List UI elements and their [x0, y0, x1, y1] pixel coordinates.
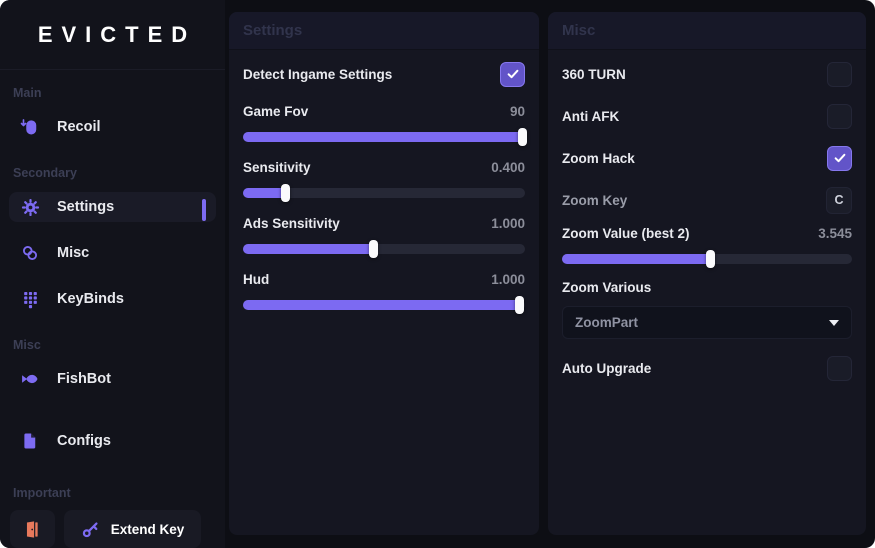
sidebar-item-label: Misc: [57, 245, 90, 262]
checkmark-icon: [507, 69, 518, 79]
key-icon: [81, 520, 100, 539]
zoom-value-row: Zoom Value (best 2) 3.545: [562, 225, 852, 241]
slider-handle[interactable]: [518, 128, 527, 146]
link-rings-icon: [20, 243, 40, 263]
settings-panel: Settings Detect Ingame Settings Game Fov…: [229, 12, 539, 535]
ads-sensitivity-slider[interactable]: [243, 240, 525, 258]
slider-handle[interactable]: [281, 184, 291, 202]
misc-panel-title: Misc: [548, 12, 866, 50]
section-label-main: Main: [13, 86, 42, 101]
zoom-various-row: Zoom Various: [562, 278, 852, 296]
anti-afk-row: Anti AFK: [562, 103, 852, 129]
slider-fill: [243, 184, 291, 202]
ads-sensitivity-value: 1.000: [491, 215, 525, 231]
hud-value: 1.000: [491, 271, 525, 287]
zoom-hack-label: Zoom Hack: [562, 150, 635, 166]
gear-icon: [20, 197, 40, 217]
chevron-down-icon: [829, 319, 839, 326]
zoom-hack-checkbox[interactable]: [827, 145, 852, 171]
360-turn-label: 360 TURN: [562, 66, 626, 82]
sidebar-item-misc[interactable]: Misc: [9, 238, 216, 268]
game-fov-slider[interactable]: [243, 128, 527, 146]
zoom-value-value: 3.545: [818, 225, 852, 241]
slider-fill: [243, 128, 527, 146]
zoom-key-label: Zoom Key: [562, 192, 628, 208]
detect-ingame-settings-checkbox[interactable]: [500, 61, 525, 87]
auto-upgrade-row: Auto Upgrade: [562, 355, 852, 381]
sensitivity-row: Sensitivity 0.400: [243, 159, 525, 175]
zoom-value-slider[interactable]: [562, 250, 852, 268]
zoom-hack-row: Zoom Hack: [562, 145, 852, 171]
active-indicator: [202, 198, 206, 221]
sidebar-item-label: Settings: [57, 199, 115, 216]
sidebar-item-configs[interactable]: Configs: [9, 426, 216, 456]
mouse-recoil-icon: [20, 117, 40, 137]
auto-upgrade-checkbox[interactable]: [827, 355, 852, 381]
sidebar-item-label: FishBot: [57, 371, 111, 388]
slider-fill: [243, 296, 525, 314]
sidebar-item-label: KeyBinds: [57, 291, 124, 308]
game-fov-row: Game Fov 90: [243, 103, 525, 119]
360-turn-row: 360 TURN: [562, 61, 852, 87]
sidebar-bottom-buttons: Extend Key: [10, 510, 215, 548]
checkmark-icon: [834, 153, 845, 163]
slider-fill: [243, 240, 378, 258]
sidebar: EVICTED Main Recoil Secondary: [0, 0, 225, 548]
slider-handle[interactable]: [515, 296, 525, 314]
sidebar-item-label: Recoil: [57, 119, 101, 136]
sensitivity-slider[interactable]: [243, 184, 525, 202]
sensitivity-value: 0.400: [491, 159, 525, 175]
zoom-various-label: Zoom Various: [562, 279, 652, 295]
sidebar-item-settings[interactable]: Settings: [9, 192, 216, 223]
auto-upgrade-label: Auto Upgrade: [562, 360, 652, 376]
section-label-misc: Misc: [13, 338, 41, 353]
game-fov-value: 90: [509, 103, 525, 119]
ads-sensitivity-row: Ads Sensitivity 1.000: [243, 215, 525, 231]
settings-panel-title: Settings: [229, 12, 539, 50]
zoom-key-button[interactable]: C: [826, 186, 852, 214]
ads-sensitivity-label: Ads Sensitivity: [243, 215, 340, 231]
zoom-key-row: Zoom Key C: [562, 186, 852, 214]
door-exit-icon: [23, 520, 42, 539]
exit-button[interactable]: [10, 510, 55, 548]
misc-panel: Misc 360 TURN Anti AFK Zoom Hack: [548, 12, 866, 535]
detect-ingame-settings-label: Detect Ingame Settings: [243, 66, 393, 82]
keypad-icon: [20, 289, 40, 309]
anti-afk-checkbox[interactable]: [827, 103, 852, 129]
file-icon: [20, 431, 40, 451]
slider-fill: [562, 250, 715, 268]
sidebar-item-keybinds[interactable]: KeyBinds: [9, 284, 216, 314]
slider-handle[interactable]: [368, 240, 378, 258]
sidebar-item-recoil[interactable]: Recoil: [9, 112, 216, 142]
detect-ingame-settings-row: Detect Ingame Settings: [243, 61, 525, 87]
fish-icon: [20, 369, 40, 389]
logo-area: EVICTED: [0, 0, 225, 71]
sidebar-item-label: Configs: [57, 433, 111, 450]
hud-label: Hud: [243, 271, 270, 287]
anti-afk-label: Anti AFK: [562, 108, 620, 124]
section-label-secondary: Secondary: [13, 166, 77, 181]
game-fov-label: Game Fov: [243, 103, 309, 119]
zoom-value-label: Zoom Value (best 2): [562, 225, 690, 241]
zoom-various-dropdown[interactable]: ZoomPart: [562, 306, 852, 339]
extend-key-button[interactable]: Extend Key: [64, 510, 201, 548]
hud-row: Hud 1.000: [243, 271, 525, 287]
zoom-various-selected: ZoomPart: [575, 315, 639, 330]
360-turn-checkbox[interactable]: [827, 61, 852, 87]
slider-handle[interactable]: [705, 250, 715, 268]
extend-key-label: Extend Key: [110, 521, 185, 537]
sidebar-item-fishbot[interactable]: FishBot: [9, 364, 216, 394]
hud-slider[interactable]: [243, 296, 525, 314]
section-label-important: Important: [13, 486, 71, 501]
app-logo: EVICTED: [37, 21, 197, 47]
sensitivity-label: Sensitivity: [243, 159, 311, 175]
